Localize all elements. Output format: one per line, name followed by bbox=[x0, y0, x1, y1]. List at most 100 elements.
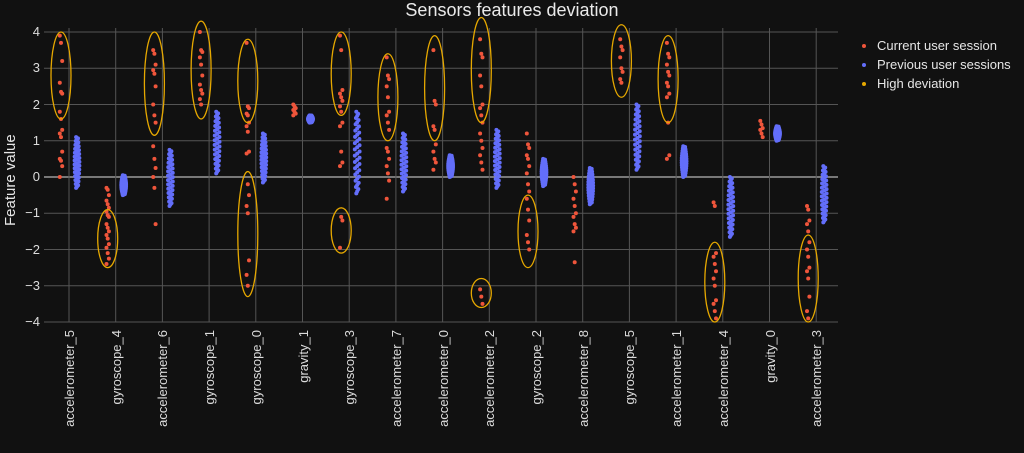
current-session-point bbox=[244, 124, 249, 129]
current-session-point bbox=[387, 127, 392, 132]
current-session-point bbox=[618, 55, 623, 60]
current-session-point bbox=[572, 260, 577, 265]
current-session-point bbox=[153, 120, 158, 125]
current-session-point bbox=[105, 251, 110, 256]
legend-marker-icon bbox=[862, 81, 866, 86]
high-deviation-ellipse bbox=[97, 208, 119, 269]
previous-session-point bbox=[634, 102, 639, 107]
previous-session-point bbox=[217, 130, 222, 135]
legend-item-previous[interactable]: Previous user sessions bbox=[862, 55, 1011, 74]
previous-session-point bbox=[217, 144, 222, 149]
current-session-point bbox=[338, 124, 342, 129]
current-session-point bbox=[105, 202, 110, 207]
previous-session-point bbox=[217, 149, 222, 154]
current-session-point bbox=[667, 55, 672, 60]
previous-session-point bbox=[403, 173, 408, 178]
current-session-point bbox=[478, 73, 483, 78]
current-session-point bbox=[573, 189, 578, 194]
previous-session-point bbox=[824, 178, 829, 183]
current-session-point bbox=[387, 156, 392, 161]
current-session-point bbox=[104, 222, 109, 227]
high-deviation-ellipse bbox=[143, 31, 166, 136]
current-session-point bbox=[60, 59, 65, 63]
current-session-point bbox=[245, 129, 250, 134]
previous-session-point bbox=[167, 147, 172, 152]
previous-session-point bbox=[730, 185, 735, 190]
current-session-point bbox=[479, 84, 484, 89]
previous-session-point bbox=[357, 143, 362, 148]
current-session-point bbox=[526, 142, 530, 147]
previous-session-point bbox=[403, 146, 408, 151]
current-session-point bbox=[339, 95, 344, 100]
legend: Current user session Previous user sessi… bbox=[862, 36, 1011, 93]
current-session-point bbox=[106, 205, 111, 210]
previous-session-point bbox=[637, 144, 642, 149]
current-session-point bbox=[245, 113, 250, 118]
previous-session-point bbox=[497, 142, 502, 147]
y-axis-title: Feature value bbox=[2, 134, 19, 226]
current-session-point bbox=[805, 247, 809, 252]
legend-item-high-deviation[interactable]: High deviation bbox=[862, 74, 1011, 93]
current-session-point bbox=[806, 207, 811, 212]
current-session-point bbox=[806, 276, 811, 281]
previous-session-point bbox=[541, 156, 546, 161]
previous-session-point bbox=[357, 174, 362, 179]
x-tick-label: accelerometer_2 bbox=[482, 330, 498, 427]
current-session-point bbox=[104, 245, 109, 250]
high-deviation-ellipse bbox=[190, 20, 212, 120]
current-session-point bbox=[479, 138, 484, 143]
legend-item-current[interactable]: Current user session bbox=[862, 36, 1011, 55]
previous-session-point bbox=[497, 147, 502, 152]
current-session-point bbox=[199, 102, 204, 107]
previous-session-point bbox=[403, 182, 408, 187]
current-session-point bbox=[619, 80, 624, 85]
previous-session-point bbox=[824, 200, 829, 205]
previous-session-point bbox=[497, 151, 502, 156]
current-session-point bbox=[712, 309, 717, 314]
previous-session-point bbox=[821, 164, 826, 169]
previous-session-point bbox=[77, 167, 82, 172]
high-deviation-ellipse bbox=[657, 34, 679, 124]
previous-session-point bbox=[357, 162, 362, 167]
previous-session-point bbox=[494, 127, 499, 132]
current-session-point bbox=[527, 247, 532, 252]
current-session-point bbox=[338, 33, 342, 38]
current-session-point bbox=[153, 84, 158, 89]
current-session-point bbox=[526, 240, 530, 245]
current-session-point bbox=[57, 175, 62, 179]
current-session-point bbox=[431, 48, 436, 53]
current-session-point bbox=[244, 272, 249, 277]
previous-session-point bbox=[170, 183, 175, 188]
current-session-point bbox=[247, 193, 251, 198]
current-session-point bbox=[619, 44, 624, 49]
x-tick-label: accelerometer_3 bbox=[809, 330, 825, 427]
current-session-point bbox=[151, 175, 156, 179]
previous-session-point bbox=[77, 152, 82, 157]
previous-session-point bbox=[217, 125, 222, 130]
current-session-point bbox=[384, 113, 389, 118]
current-session-point bbox=[711, 254, 716, 259]
x-tick-label: gravity_1 bbox=[295, 330, 311, 383]
current-session-point bbox=[524, 131, 529, 136]
current-session-point bbox=[524, 153, 529, 158]
current-session-point bbox=[247, 258, 251, 263]
current-session-point bbox=[480, 55, 485, 60]
previous-session-point bbox=[731, 204, 736, 209]
previous-session-point bbox=[824, 208, 829, 213]
y-tick-label: 0 bbox=[32, 169, 40, 184]
previous-session-point bbox=[357, 168, 362, 173]
current-session-point bbox=[432, 156, 437, 161]
current-session-point bbox=[200, 91, 205, 96]
previous-session-point bbox=[404, 155, 409, 160]
current-session-point bbox=[151, 48, 156, 53]
previous-session-point bbox=[730, 222, 735, 227]
current-session-point bbox=[385, 120, 390, 125]
legend-marker-icon bbox=[862, 43, 866, 48]
current-session-point bbox=[571, 229, 576, 234]
current-session-point bbox=[338, 91, 342, 96]
current-session-point bbox=[385, 149, 390, 154]
current-session-point bbox=[759, 131, 764, 136]
current-session-point bbox=[431, 124, 436, 129]
current-session-point bbox=[667, 73, 672, 78]
x-tick-label: gravity_0 bbox=[762, 330, 778, 383]
